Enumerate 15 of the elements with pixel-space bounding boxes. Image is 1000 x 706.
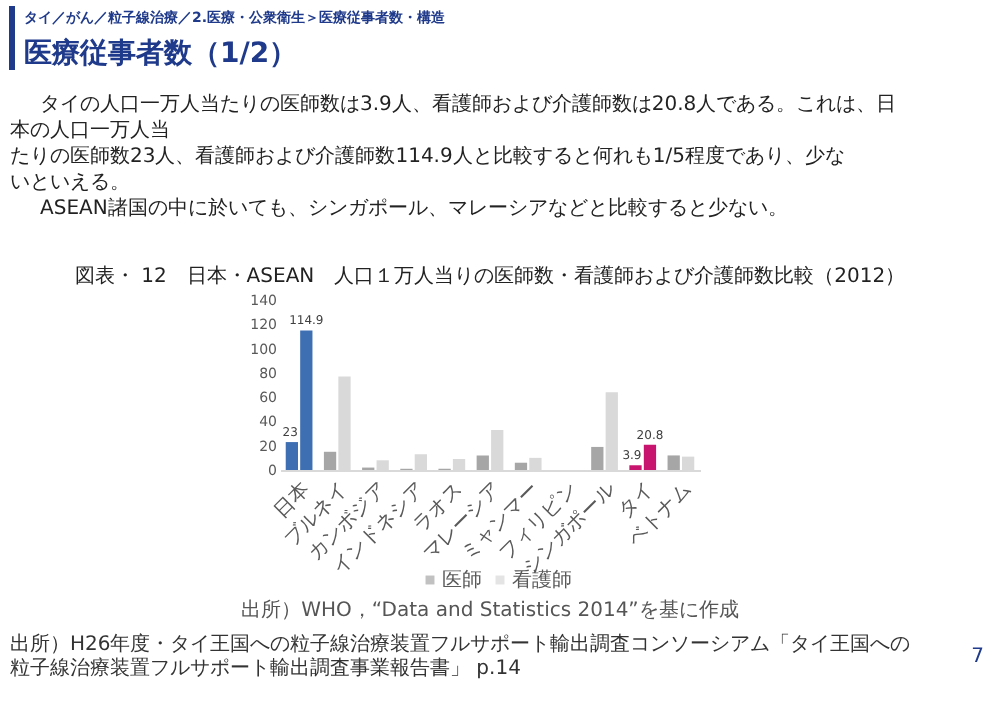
text: 7 bbox=[971, 646, 984, 668]
text: タイの人口一万人当たりの医師数は3.9人、看護師および介護師数は20.8人である。これは、日本の人口一万人当 bbox=[10, 92, 897, 142]
bar bbox=[323, 451, 337, 470]
chart-title: 図表・ 12 日本・ASEAN 人口１万人当りの医師数・看護師および介護師数比較（2012） bbox=[74, 264, 906, 288]
bar bbox=[514, 462, 528, 470]
bar bbox=[476, 455, 489, 470]
text: ASEAN諸国の中に於いても、シンガポール、マレーシアなどと比較すると少ない。 bbox=[40, 196, 788, 220]
text: 出所）H26年度・タイ王国への粒子線治療装置フルサポート輸出調査コンソーシアム「タイ王国への粒子線治療装置フルサポート輸出調査事業報告書」 p.14 bbox=[10, 632, 911, 680]
bar bbox=[667, 455, 680, 470]
text: 出所）WHO，“Data and Statistics 2014”を基に作成 bbox=[241, 598, 739, 622]
legend-label: 医師 bbox=[442, 568, 482, 592]
text: たりの医師数23人、看護師および介護師数114.9人と比較すると何れも1/5程度であり、少ないといえる。 bbox=[10, 144, 845, 194]
text: 医療従事者数（1/2） bbox=[24, 36, 298, 70]
bar bbox=[591, 446, 604, 470]
legend-label: 看護師 bbox=[512, 568, 572, 592]
